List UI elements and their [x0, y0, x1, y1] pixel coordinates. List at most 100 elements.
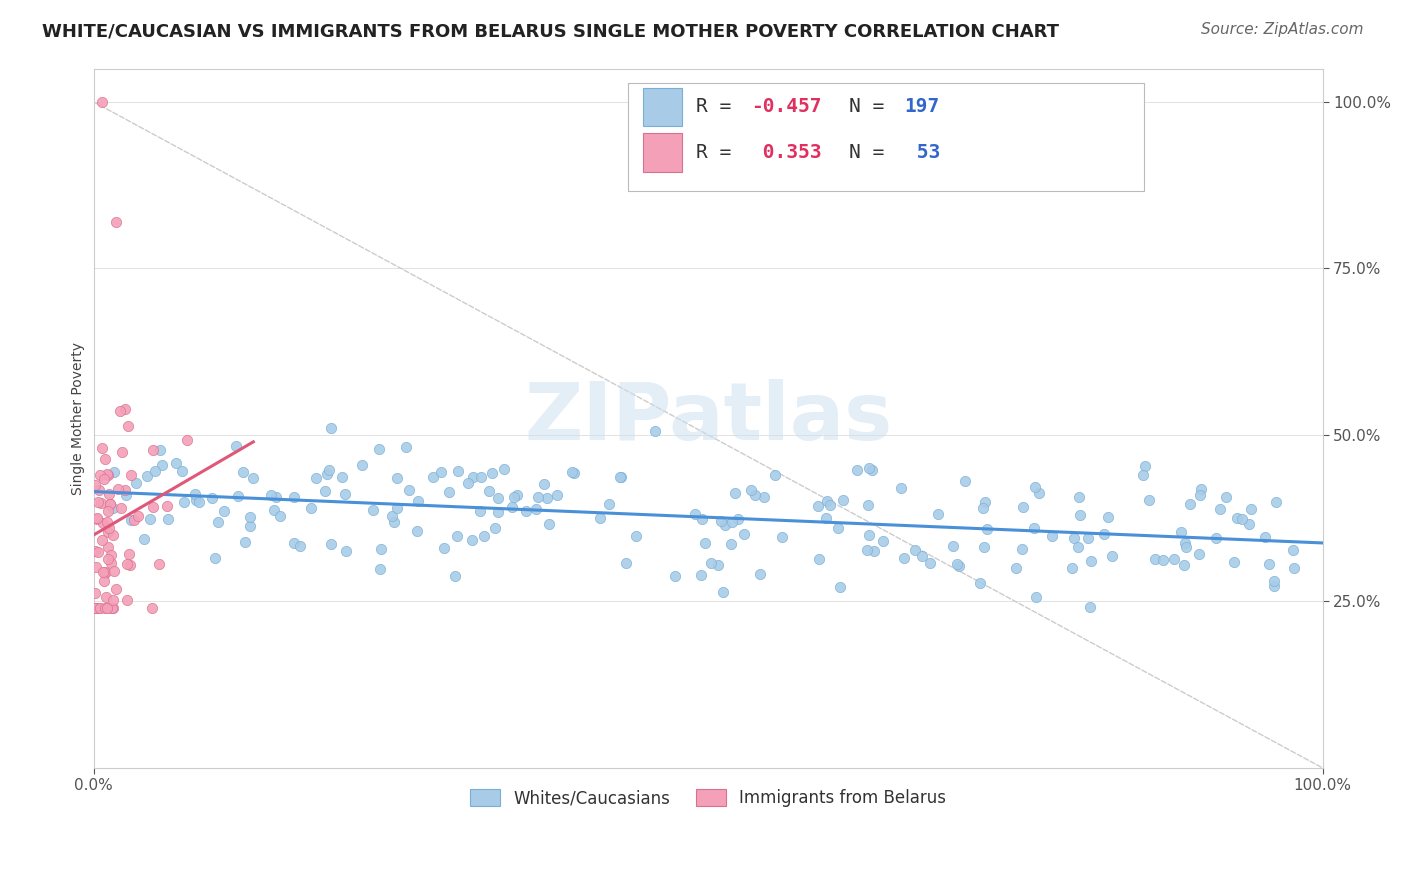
- Point: [165, 456, 187, 470]
- Point: [89, 601, 111, 615]
- Point: [107, 482, 129, 496]
- Point: [470, 470, 492, 484]
- Point: [330, 470, 353, 484]
- Point: [1180, 497, 1202, 511]
- Point: [100, 601, 122, 615]
- Point: [946, 557, 969, 571]
- FancyBboxPatch shape: [628, 82, 1144, 191]
- Text: Source: ZipAtlas.com: Source: ZipAtlas.com: [1201, 22, 1364, 37]
- Point: [972, 500, 994, 515]
- Point: [1097, 509, 1119, 524]
- Point: [98, 497, 121, 511]
- Point: [101, 601, 124, 615]
- Point: [624, 529, 647, 543]
- Point: [724, 486, 747, 500]
- Point: [201, 491, 224, 506]
- Point: [1077, 531, 1099, 545]
- Point: [350, 458, 373, 472]
- Point: [114, 483, 136, 497]
- Point: [101, 593, 124, 607]
- Point: [115, 488, 138, 502]
- Point: [91, 95, 114, 109]
- Point: [1011, 541, 1033, 556]
- Point: [1170, 524, 1192, 539]
- Point: [318, 463, 340, 477]
- Point: [690, 512, 713, 526]
- Point: [100, 548, 122, 562]
- Point: [1237, 517, 1260, 532]
- Point: [610, 470, 633, 484]
- Point: [207, 515, 229, 529]
- Point: [122, 513, 145, 527]
- Point: [83, 478, 105, 492]
- Point: [173, 495, 195, 509]
- Point: [103, 564, 125, 578]
- Point: [502, 500, 524, 514]
- Point: [94, 601, 117, 615]
- Point: [141, 442, 163, 457]
- Point: [1284, 561, 1306, 575]
- Point: [228, 489, 250, 503]
- Point: [143, 464, 166, 478]
- Point: [1028, 486, 1050, 500]
- Point: [524, 501, 547, 516]
- Point: [815, 493, 838, 508]
- Point: [150, 458, 173, 472]
- Point: [827, 520, 849, 534]
- FancyBboxPatch shape: [643, 133, 682, 171]
- Point: [1024, 521, 1046, 535]
- Point: [733, 527, 755, 541]
- Point: [589, 511, 612, 525]
- Point: [430, 465, 453, 479]
- Point: [118, 547, 141, 561]
- Point: [685, 507, 707, 521]
- Point: [461, 470, 484, 484]
- Point: [84, 560, 107, 574]
- Point: [100, 556, 122, 570]
- Point: [89, 467, 111, 482]
- Point: [381, 508, 404, 523]
- Point: [398, 483, 420, 497]
- Point: [714, 517, 737, 532]
- Point: [503, 491, 526, 505]
- Point: [101, 500, 124, 515]
- Point: [125, 476, 148, 491]
- Point: [142, 500, 165, 515]
- Point: [90, 533, 112, 547]
- Point: [96, 601, 118, 615]
- Point: [395, 441, 418, 455]
- Point: [700, 556, 723, 570]
- Point: [1188, 547, 1211, 561]
- Point: [94, 452, 117, 467]
- Point: [1257, 557, 1279, 571]
- Point: [1188, 488, 1211, 502]
- Point: [105, 582, 128, 596]
- Point: [721, 515, 744, 529]
- Point: [515, 504, 537, 518]
- Point: [858, 527, 880, 541]
- Point: [319, 421, 342, 435]
- Point: [90, 441, 112, 455]
- Point: [235, 535, 257, 549]
- Point: [858, 498, 880, 512]
- Point: [711, 584, 734, 599]
- Point: [187, 495, 209, 509]
- Point: [1189, 482, 1212, 496]
- Text: -0.457: -0.457: [751, 97, 821, 117]
- Point: [299, 501, 322, 516]
- Point: [1265, 495, 1288, 509]
- Point: [948, 558, 970, 573]
- Point: [1092, 527, 1115, 541]
- Point: [101, 601, 124, 615]
- Point: [447, 464, 470, 478]
- FancyBboxPatch shape: [643, 87, 682, 127]
- Point: [1240, 501, 1263, 516]
- Point: [384, 515, 406, 529]
- Point: [96, 515, 118, 529]
- Point: [927, 507, 949, 521]
- Point: [97, 487, 120, 501]
- Point: [893, 551, 915, 566]
- Point: [858, 461, 880, 475]
- Point: [856, 543, 879, 558]
- Point: [1137, 493, 1160, 508]
